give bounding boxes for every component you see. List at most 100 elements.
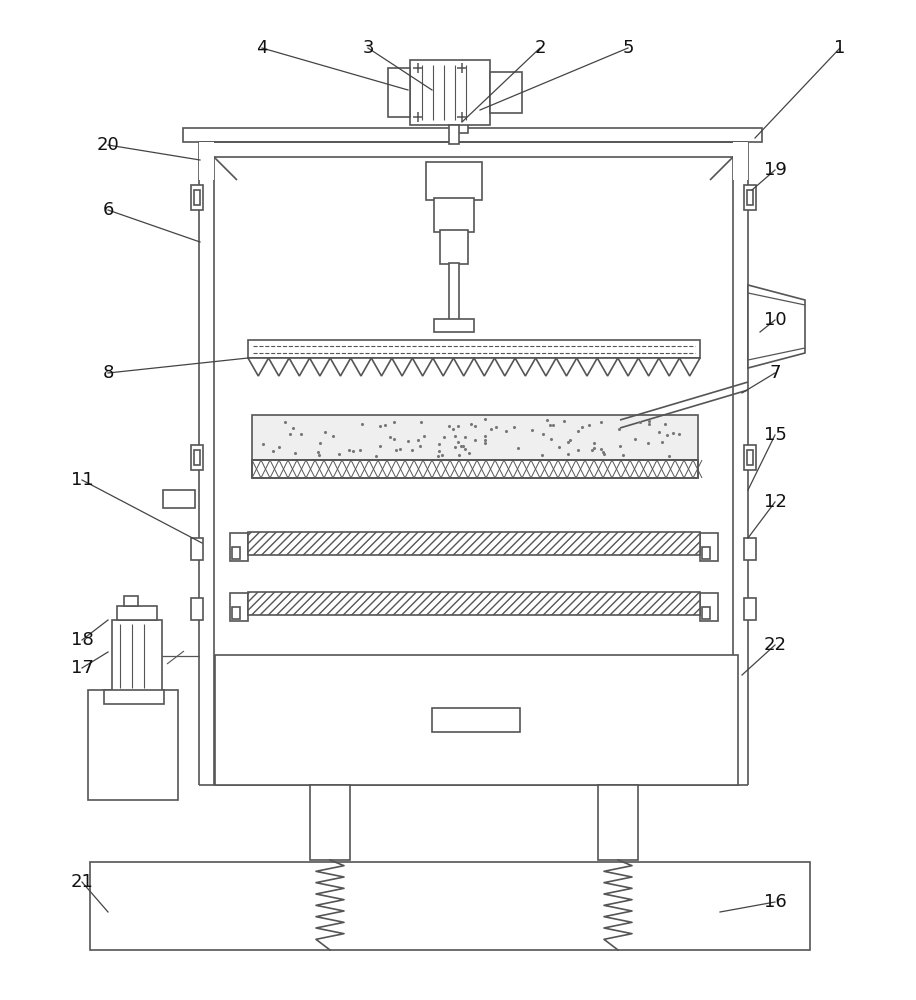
Text: 11: 11 (71, 471, 93, 489)
Point (311, 447, 326, 463)
Point (651, 424, 666, 440)
Point (278, 414, 292, 430)
Text: 22: 22 (764, 636, 787, 654)
Point (535, 426, 550, 442)
Polygon shape (433, 358, 453, 376)
Point (562, 446, 576, 462)
Polygon shape (392, 358, 412, 376)
Polygon shape (577, 358, 597, 376)
Text: 7: 7 (769, 364, 780, 382)
Text: 4: 4 (256, 39, 267, 57)
Bar (88, 690, 178, 800)
Point (325, 428, 340, 444)
Text: 12: 12 (764, 493, 787, 511)
Point (546, 417, 561, 433)
Point (387, 414, 401, 430)
Point (436, 429, 451, 445)
Bar (702, 547, 710, 559)
Bar (744, 445, 756, 470)
Text: 19: 19 (764, 161, 787, 179)
Point (642, 416, 657, 432)
Bar (215, 655, 738, 785)
Text: 1: 1 (834, 39, 845, 57)
Bar (388, 68, 410, 117)
Text: 8: 8 (103, 364, 114, 382)
Point (557, 413, 572, 429)
Point (456, 438, 471, 454)
Bar (700, 533, 718, 561)
Point (510, 440, 525, 456)
Point (413, 414, 428, 430)
Polygon shape (556, 358, 577, 376)
Text: 17: 17 (71, 659, 93, 677)
Polygon shape (289, 358, 310, 376)
Point (383, 429, 398, 445)
Bar (230, 593, 248, 621)
Point (353, 442, 367, 458)
Bar (747, 450, 753, 465)
Point (372, 418, 387, 434)
Text: 6: 6 (103, 201, 114, 219)
Bar (194, 190, 200, 205)
Text: 18: 18 (71, 631, 93, 649)
Bar (124, 596, 138, 606)
Point (451, 434, 465, 450)
Point (266, 443, 280, 459)
Point (417, 428, 431, 444)
Point (431, 436, 446, 452)
Point (342, 442, 356, 458)
Point (454, 438, 469, 454)
Bar (194, 450, 200, 465)
Point (410, 432, 425, 448)
Point (468, 432, 483, 448)
Point (288, 445, 302, 461)
Polygon shape (638, 358, 659, 376)
Bar (230, 533, 248, 561)
Point (405, 442, 420, 458)
Point (595, 444, 610, 460)
Point (594, 441, 608, 457)
Point (317, 424, 332, 440)
Polygon shape (412, 358, 433, 376)
Point (584, 442, 599, 458)
Point (641, 435, 656, 451)
Point (633, 414, 648, 430)
Text: 20: 20 (96, 136, 119, 154)
Point (463, 416, 478, 432)
Bar (456, 103, 468, 133)
Point (542, 417, 557, 433)
Bar (183, 128, 762, 142)
Point (283, 426, 298, 442)
Point (666, 425, 681, 441)
Point (311, 444, 325, 460)
Point (412, 438, 427, 454)
Point (574, 419, 589, 435)
Bar (426, 162, 482, 200)
Bar (248, 532, 700, 555)
Polygon shape (268, 358, 289, 376)
Bar (744, 538, 756, 560)
Point (594, 414, 609, 430)
Bar (252, 460, 698, 478)
Bar (440, 230, 468, 264)
Bar (191, 538, 203, 560)
Bar (232, 607, 240, 619)
Point (561, 434, 575, 450)
Polygon shape (748, 285, 805, 368)
Point (661, 448, 676, 464)
Bar (434, 198, 474, 232)
Point (477, 432, 492, 448)
Point (256, 436, 270, 452)
Text: 3: 3 (362, 39, 374, 57)
Polygon shape (495, 358, 515, 376)
Point (612, 421, 627, 437)
Point (434, 447, 449, 463)
Point (377, 417, 392, 433)
Point (462, 445, 476, 461)
Bar (90, 862, 810, 950)
Point (544, 431, 559, 447)
Polygon shape (248, 358, 268, 376)
Point (562, 432, 577, 448)
Point (451, 418, 465, 434)
Bar (191, 598, 203, 620)
